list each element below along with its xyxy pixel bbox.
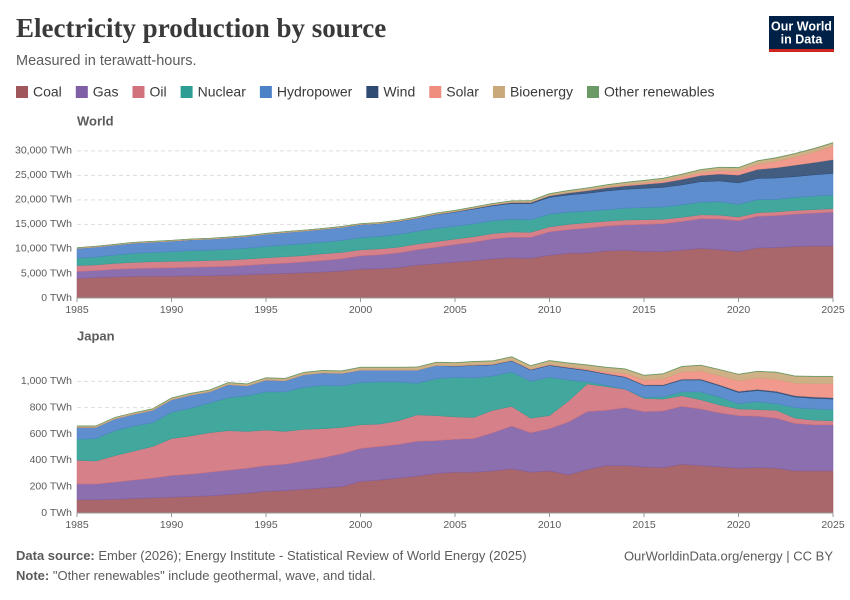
- note-text: "Other renewables" include geothermal, w…: [53, 568, 376, 583]
- legend-label: Nuclear: [198, 84, 247, 100]
- source-text: Ember (2026); Energy Institute - Statist…: [98, 548, 526, 563]
- credit: OurWorldinData.org/energy | CC BY: [624, 548, 833, 563]
- legend-swatch: [180, 86, 193, 98]
- x-tick-label: 1985: [65, 304, 89, 316]
- logo: [769, 16, 834, 52]
- y-tick-label: 0 TWh: [41, 507, 72, 519]
- x-tick-label: 2025: [821, 519, 845, 531]
- legend-swatch: [366, 86, 379, 98]
- y-tick-label: 1,000 TWh: [21, 375, 72, 387]
- chart-title: Electricity production by source: [16, 13, 386, 43]
- y-tick-label: 30,000 TWh: [15, 145, 72, 157]
- note: Note: "Other renewables" include geother…: [16, 568, 376, 583]
- x-tick-label: 1995: [254, 519, 278, 531]
- legend-swatch: [259, 86, 272, 98]
- x-tick-label: 1995: [254, 304, 278, 316]
- logo-text: Our World: [771, 19, 832, 33]
- legend-label: Wind: [383, 84, 415, 100]
- y-tick-label: 15,000 TWh: [15, 218, 72, 230]
- area: Other renewables: [76, 142, 834, 249]
- x-tick-label: 2020: [727, 304, 751, 316]
- legend-swatch: [429, 86, 442, 98]
- panel-title: World: [77, 113, 114, 128]
- y-tick-label: 25,000 TWh: [15, 169, 72, 181]
- legend-swatch: [586, 86, 599, 98]
- x-tick-label: 1990: [160, 519, 184, 531]
- legend-label: Bioenergy: [510, 84, 573, 100]
- area: Other renewables: [76, 356, 834, 427]
- x-tick-label: 2025: [821, 304, 845, 316]
- x-tick-label: 2010: [538, 304, 562, 316]
- legend-label: Coal: [33, 84, 62, 100]
- note-label: Note:: [16, 568, 49, 583]
- legend-swatch: [132, 86, 145, 98]
- x-tick-label: 2005: [443, 304, 467, 316]
- y-tick-label: 10,000 TWh: [15, 243, 72, 255]
- subtitle: Measured in terawatt-hours.: [16, 53, 197, 69]
- y-tick-label: 20,000 TWh: [15, 194, 72, 206]
- legend-swatch: [75, 86, 88, 98]
- legend-label: Other renewables: [604, 84, 715, 100]
- logo-bar: [769, 49, 834, 52]
- legend-swatch: [492, 86, 505, 98]
- legend-label: Hydropower: [277, 84, 353, 100]
- y-tick-label: 400 TWh: [30, 454, 73, 466]
- legend-label: Solar: [446, 84, 479, 100]
- x-tick-label: 1985: [65, 519, 89, 531]
- logo-text: in Data: [781, 32, 824, 46]
- x-tick-label: 2020: [727, 519, 751, 531]
- y-tick-label: 800 TWh: [30, 401, 73, 413]
- panel-title: Japan: [77, 328, 115, 343]
- legend-label: Oil: [149, 84, 166, 100]
- y-tick-label: 5,000 TWh: [21, 267, 72, 279]
- y-tick-label: 200 TWh: [30, 480, 73, 492]
- x-tick-label: 1990: [160, 304, 184, 316]
- y-tick-label: 600 TWh: [30, 428, 73, 440]
- legend-swatch: [16, 86, 28, 98]
- x-tick-label: 2000: [349, 304, 373, 316]
- x-tick-label: 2015: [632, 519, 656, 531]
- legend-label: Gas: [93, 84, 119, 100]
- x-tick-label: 2000: [349, 519, 373, 531]
- source: Data source: Ember (2026); Energy Instit…: [16, 548, 527, 563]
- x-tick-label: 2005: [443, 519, 467, 531]
- x-tick-label: 2015: [632, 304, 656, 316]
- source-label: Data source:: [16, 548, 95, 563]
- x-tick-label: 2010: [538, 519, 562, 531]
- y-tick-label: 0 TWh: [41, 292, 72, 304]
